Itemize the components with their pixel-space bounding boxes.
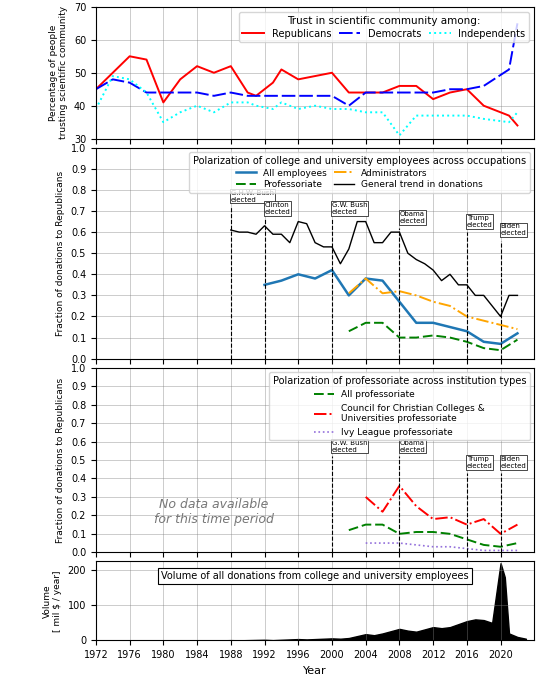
Legend: Republicans, Democrats, Independents: Republicans, Democrats, Independents — [238, 12, 529, 42]
X-axis label: Year: Year — [303, 666, 327, 676]
Legend: All professoriate, Council for Christian Colleges &
Universities professoriate, : All professoriate, Council for Christian… — [269, 372, 530, 440]
Text: Volume of all donations from college and university employees: Volume of all donations from college and… — [161, 571, 469, 581]
Text: Trump
elected: Trump elected — [467, 215, 493, 228]
Text: Biden
elected: Biden elected — [500, 223, 526, 236]
Text: Obama
elected: Obama elected — [399, 211, 425, 224]
Text: Biden
elected: Biden elected — [500, 456, 526, 469]
Y-axis label: Percentage of people
trusting scientific community: Percentage of people trusting scientific… — [49, 6, 68, 139]
Text: Clinton
elected: Clinton elected — [265, 202, 290, 215]
Text: No data available
for this time period: No data available for this time period — [154, 498, 274, 525]
Text: Trump
elected: Trump elected — [467, 456, 493, 469]
Text: G.H.W. Bush
elected: G.H.W. Bush elected — [231, 190, 274, 203]
Legend: All employees, Professoriate, Administrators, General trend in donations: All employees, Professoriate, Administra… — [190, 152, 530, 193]
Y-axis label: Volume
[ mil $ / year]: Volume [ mil $ / year] — [43, 570, 62, 632]
Y-axis label: Fraction of donations to Republicans: Fraction of donations to Republicans — [56, 171, 65, 336]
Y-axis label: Fraction of donations to Republicans: Fraction of donations to Republicans — [56, 377, 65, 543]
Text: Obama
elected: Obama elected — [399, 440, 425, 453]
Text: G.W. Bush
elected: G.W. Bush elected — [332, 202, 368, 215]
Text: G.W. Bush
elected: G.W. Bush elected — [332, 440, 368, 453]
